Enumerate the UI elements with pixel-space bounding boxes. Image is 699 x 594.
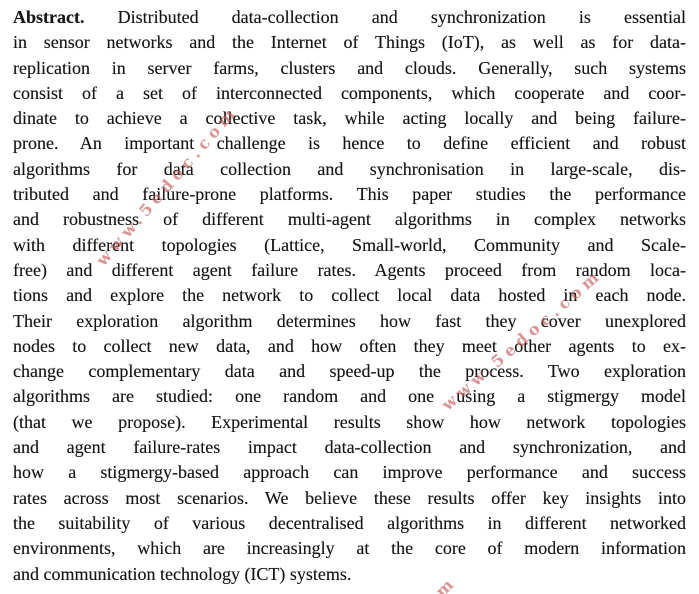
abstract-line-1: Abstract. Distributed data-collection an…: [13, 5, 686, 30]
abstract-line-20: rates across most scenarios. We believe …: [13, 487, 686, 508]
abstract-line-13: Their exploration algorithm determines h…: [13, 310, 686, 331]
abstract-line-4: consist of a set of interconnected compo…: [13, 82, 686, 103]
abstract-line-18: and agent failure-rates impact data-coll…: [13, 437, 686, 458]
abstract-line-5: dinate to achieve a collective task, whi…: [13, 108, 686, 129]
abstract-line-7: algorithms for data collection and synch…: [13, 158, 686, 179]
abstract-line-9: and robustness of different multi-agent …: [13, 209, 686, 230]
abstract-line-12: tions and explore the network to collect…: [13, 285, 686, 306]
abstract-line-15: change complementary data and speed-up t…: [13, 361, 686, 382]
abstract-line-14: nodes to collect new data, and how often…: [13, 335, 686, 356]
abstract-line-22: environments, which are increasingly at …: [13, 538, 686, 559]
abstract-line-21: the suitability of various decentralised…: [13, 512, 686, 533]
abstract-line-3: replication in server farms, clusters an…: [13, 57, 686, 78]
abstract-line-23: and communication technology (ICT) syste…: [13, 563, 352, 584]
abstract-line-1-text: Distributed data-collection and synchron…: [84, 7, 686, 27]
abstract-heading: Abstract.: [13, 7, 85, 27]
abstract-line-6: prone. An important challenge is hence t…: [13, 133, 686, 154]
abstract-line-16: algorithms are studied: one random and o…: [13, 386, 686, 407]
abstract-line-17: (that we propose). Experimental results …: [13, 411, 686, 432]
abstract-line-8: tributed and failure-prone platforms. Th…: [13, 184, 686, 205]
abstract-lines-container: in sensor networks and the Internet of T…: [13, 30, 686, 587]
abstract-text-block: Abstract. Distributed data-collection an…: [13, 5, 686, 587]
abstract-line-19: how a stigmergy-based approach can impro…: [13, 462, 686, 483]
abstract-line-2: in sensor networks and the Internet of T…: [13, 32, 686, 53]
abstract-line-11: free) and different agent failure rates.…: [13, 259, 686, 280]
abstract-line-10: with different topologies (Lattice, Smal…: [13, 234, 686, 255]
